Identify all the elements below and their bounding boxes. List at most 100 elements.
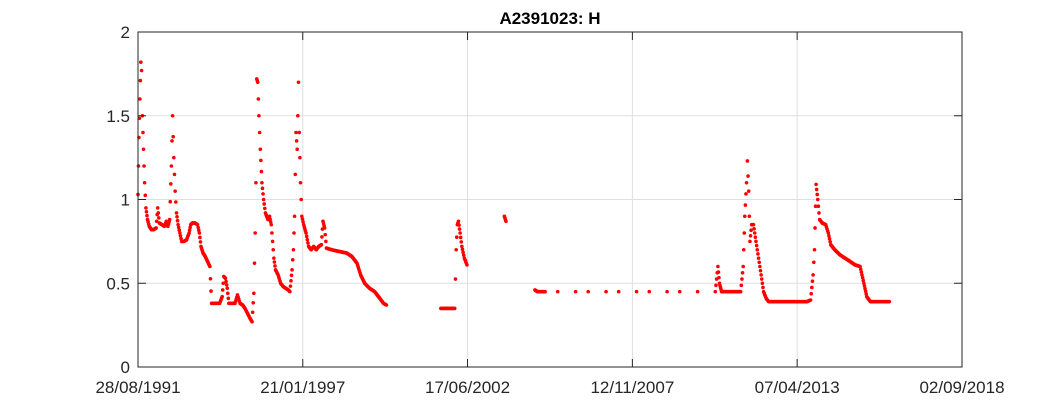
data-point bbox=[738, 289, 743, 294]
data-point bbox=[267, 214, 272, 219]
data-point bbox=[716, 270, 721, 274]
data-point bbox=[461, 250, 465, 255]
data-point bbox=[756, 256, 761, 260]
data-point bbox=[760, 281, 765, 286]
data-point bbox=[138, 78, 143, 83]
data-point bbox=[861, 278, 866, 283]
data-point bbox=[862, 284, 867, 288]
data-point bbox=[250, 310, 255, 315]
data-point bbox=[294, 130, 298, 135]
data-point bbox=[759, 273, 763, 277]
data-point bbox=[300, 214, 304, 219]
data-point bbox=[258, 147, 263, 152]
data-point bbox=[195, 222, 200, 227]
data-point bbox=[860, 273, 864, 277]
data-point bbox=[177, 228, 182, 233]
data-point bbox=[755, 247, 760, 252]
x-tick-label: 17/06/2002 bbox=[425, 378, 510, 397]
data-point bbox=[268, 220, 273, 224]
data-point bbox=[858, 267, 863, 272]
data-point bbox=[223, 276, 228, 281]
data-point bbox=[665, 289, 669, 294]
data-point bbox=[176, 222, 180, 227]
data-point bbox=[196, 228, 201, 233]
data-point bbox=[273, 264, 277, 268]
data-point bbox=[324, 239, 328, 244]
data-point bbox=[616, 289, 621, 294]
data-point bbox=[154, 219, 159, 224]
data-point bbox=[826, 231, 831, 235]
data-point bbox=[155, 206, 160, 210]
data-point bbox=[187, 231, 191, 235]
x-tick-label: 02/09/2018 bbox=[919, 378, 1004, 397]
axis-ticks bbox=[137, 31, 963, 368]
data-point bbox=[751, 222, 756, 227]
data-point bbox=[749, 228, 753, 233]
data-point bbox=[272, 260, 277, 264]
data-point bbox=[384, 303, 389, 307]
data-point bbox=[292, 231, 296, 235]
data-point bbox=[208, 264, 212, 269]
data-point bbox=[293, 172, 298, 177]
data-point bbox=[172, 172, 177, 177]
data-point bbox=[827, 237, 832, 241]
data-point bbox=[460, 244, 464, 249]
data-point bbox=[289, 273, 294, 278]
data-point bbox=[752, 231, 757, 235]
data-point bbox=[252, 261, 257, 265]
data-point bbox=[811, 273, 815, 277]
data-point bbox=[141, 147, 146, 152]
data-point bbox=[812, 260, 816, 265]
data-point bbox=[320, 235, 324, 239]
data-point bbox=[290, 258, 295, 262]
data-point bbox=[458, 231, 462, 235]
data-point bbox=[295, 147, 299, 152]
data-point bbox=[746, 189, 751, 193]
data-point bbox=[259, 169, 264, 174]
data-point bbox=[188, 225, 192, 230]
data-point bbox=[457, 223, 461, 227]
data-point bbox=[145, 213, 149, 218]
data-point bbox=[808, 298, 813, 302]
data-point bbox=[319, 242, 324, 247]
data-point bbox=[752, 227, 756, 231]
y-tick-label: 0.5 bbox=[106, 274, 130, 293]
data-point bbox=[716, 264, 720, 269]
data-point bbox=[887, 299, 892, 304]
data-point bbox=[139, 68, 144, 73]
x-tick-label: 07/04/2013 bbox=[755, 378, 840, 397]
data-point bbox=[179, 236, 183, 241]
data-point bbox=[815, 192, 820, 197]
data-point bbox=[714, 283, 718, 288]
data-point bbox=[174, 200, 178, 204]
data-point bbox=[154, 226, 158, 230]
data-point bbox=[196, 225, 200, 230]
y-tick-label: 2 bbox=[121, 23, 130, 42]
data-point bbox=[294, 139, 299, 143]
data-point bbox=[747, 214, 752, 219]
data-point bbox=[178, 233, 183, 238]
data-point bbox=[175, 215, 179, 219]
data-point bbox=[754, 243, 759, 248]
data-point bbox=[742, 231, 747, 235]
data-point bbox=[291, 247, 296, 252]
data-point bbox=[299, 197, 303, 202]
x-tick-label: 12/11/2007 bbox=[590, 378, 674, 397]
data-point bbox=[253, 231, 257, 235]
data-point bbox=[813, 226, 817, 230]
data-point bbox=[814, 182, 818, 187]
y-tick-label: 1 bbox=[121, 191, 130, 210]
data-point bbox=[746, 174, 750, 178]
data-point bbox=[269, 222, 274, 227]
data-point bbox=[456, 219, 461, 224]
data-point bbox=[300, 217, 305, 221]
data-point bbox=[647, 289, 652, 294]
data-point bbox=[301, 220, 305, 224]
data-point bbox=[260, 180, 264, 185]
data-point bbox=[288, 284, 293, 288]
data-point bbox=[759, 277, 764, 281]
data-point bbox=[220, 288, 225, 292]
data-point bbox=[322, 226, 327, 230]
data-point bbox=[198, 235, 202, 240]
data-point bbox=[262, 202, 267, 206]
